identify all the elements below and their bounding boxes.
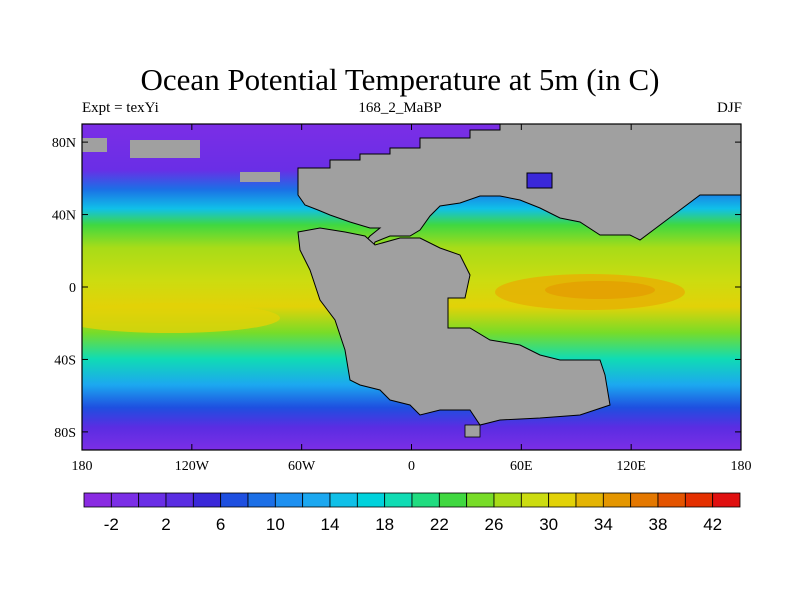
lon-tick-label: 0 [408, 459, 415, 474]
lat-tick-label: 80N [52, 136, 76, 151]
colorbar-swatch [548, 492, 577, 508]
colorbar-label: 14 [321, 515, 340, 534]
colorbar-swatch [83, 492, 112, 508]
island-north-mid [130, 140, 200, 158]
colorbar-swatch [329, 492, 358, 508]
colorbar-label: 26 [485, 515, 504, 534]
colorbar-label: 6 [216, 515, 225, 534]
lat-tick-label: 40N [52, 209, 76, 224]
colorbar-swatch [411, 492, 440, 508]
colorbar-swatch [466, 492, 495, 508]
colorbar-label: 22 [430, 515, 449, 534]
colorbar-swatch [657, 492, 686, 508]
lon-tick-label: 120W [175, 459, 210, 474]
lon-tick-label: 60W [288, 459, 316, 474]
latitude-axis: 80N 40N 0 40S 80S [52, 136, 741, 441]
lat-tick-label: 0 [69, 281, 76, 296]
colorbar-swatch [110, 492, 140, 508]
colorbar-swatch [630, 492, 659, 508]
island-small-1 [240, 172, 280, 182]
colorbar-label: 10 [266, 515, 285, 534]
island-arctic [526, 172, 553, 189]
longitude-axis: 180 120W 60W 0 60E 120E 180 [72, 124, 752, 474]
lat-tick-label: 80S [54, 426, 76, 441]
colorbar-swatch [302, 492, 331, 508]
colorbar-swatch [192, 492, 222, 508]
lon-tick-label: 180 [731, 459, 752, 474]
colorbar-label: 34 [594, 515, 613, 534]
map-title: Ocean Potential Temperature at 5m (in C) [140, 62, 660, 97]
warm-band-west [82, 303, 280, 333]
colorbar-swatch [384, 492, 413, 508]
landmass-south [297, 227, 611, 426]
colorbar-label: 18 [375, 515, 394, 534]
experiment-label: Expt = texYi [82, 100, 159, 116]
landmass-north [297, 124, 741, 269]
season-label: DJF [716, 100, 742, 116]
colorbar-swatch [438, 492, 468, 508]
period-label: 168_2_MaBP [358, 100, 442, 116]
island-north-west [82, 138, 107, 152]
colorbar-swatch [220, 492, 249, 508]
colorbar-swatch [575, 492, 604, 508]
lat-tick-label: 40S [54, 353, 76, 368]
island-small-2 [464, 424, 481, 438]
colorbar-label: 2 [161, 515, 170, 534]
colorbar-label: 30 [539, 515, 558, 534]
colorbar-swatch [602, 492, 632, 508]
colorbar-swatch [138, 492, 167, 508]
lon-tick-label: 60E [510, 459, 533, 474]
colorbar-label: 42 [703, 515, 722, 534]
colorbar-swatch [247, 492, 276, 508]
colorbar-swatch [274, 492, 304, 508]
colorbar-swatch [520, 492, 550, 508]
colorbar-label: -2 [104, 515, 119, 534]
warm-pool-core [545, 281, 655, 299]
colorbar-swatch [493, 492, 522, 508]
lon-tick-label: 120E [616, 459, 646, 474]
colorbar: -2 2 6 10 14 18 22 26 30 34 38 42 [83, 492, 741, 534]
colorbar-swatch [165, 492, 194, 508]
lon-tick-label: 180 [72, 459, 93, 474]
colorbar-swatch [684, 492, 714, 508]
colorbar-label: 38 [649, 515, 668, 534]
colorbar-swatch [356, 492, 386, 508]
colorbar-swatch [712, 492, 741, 508]
